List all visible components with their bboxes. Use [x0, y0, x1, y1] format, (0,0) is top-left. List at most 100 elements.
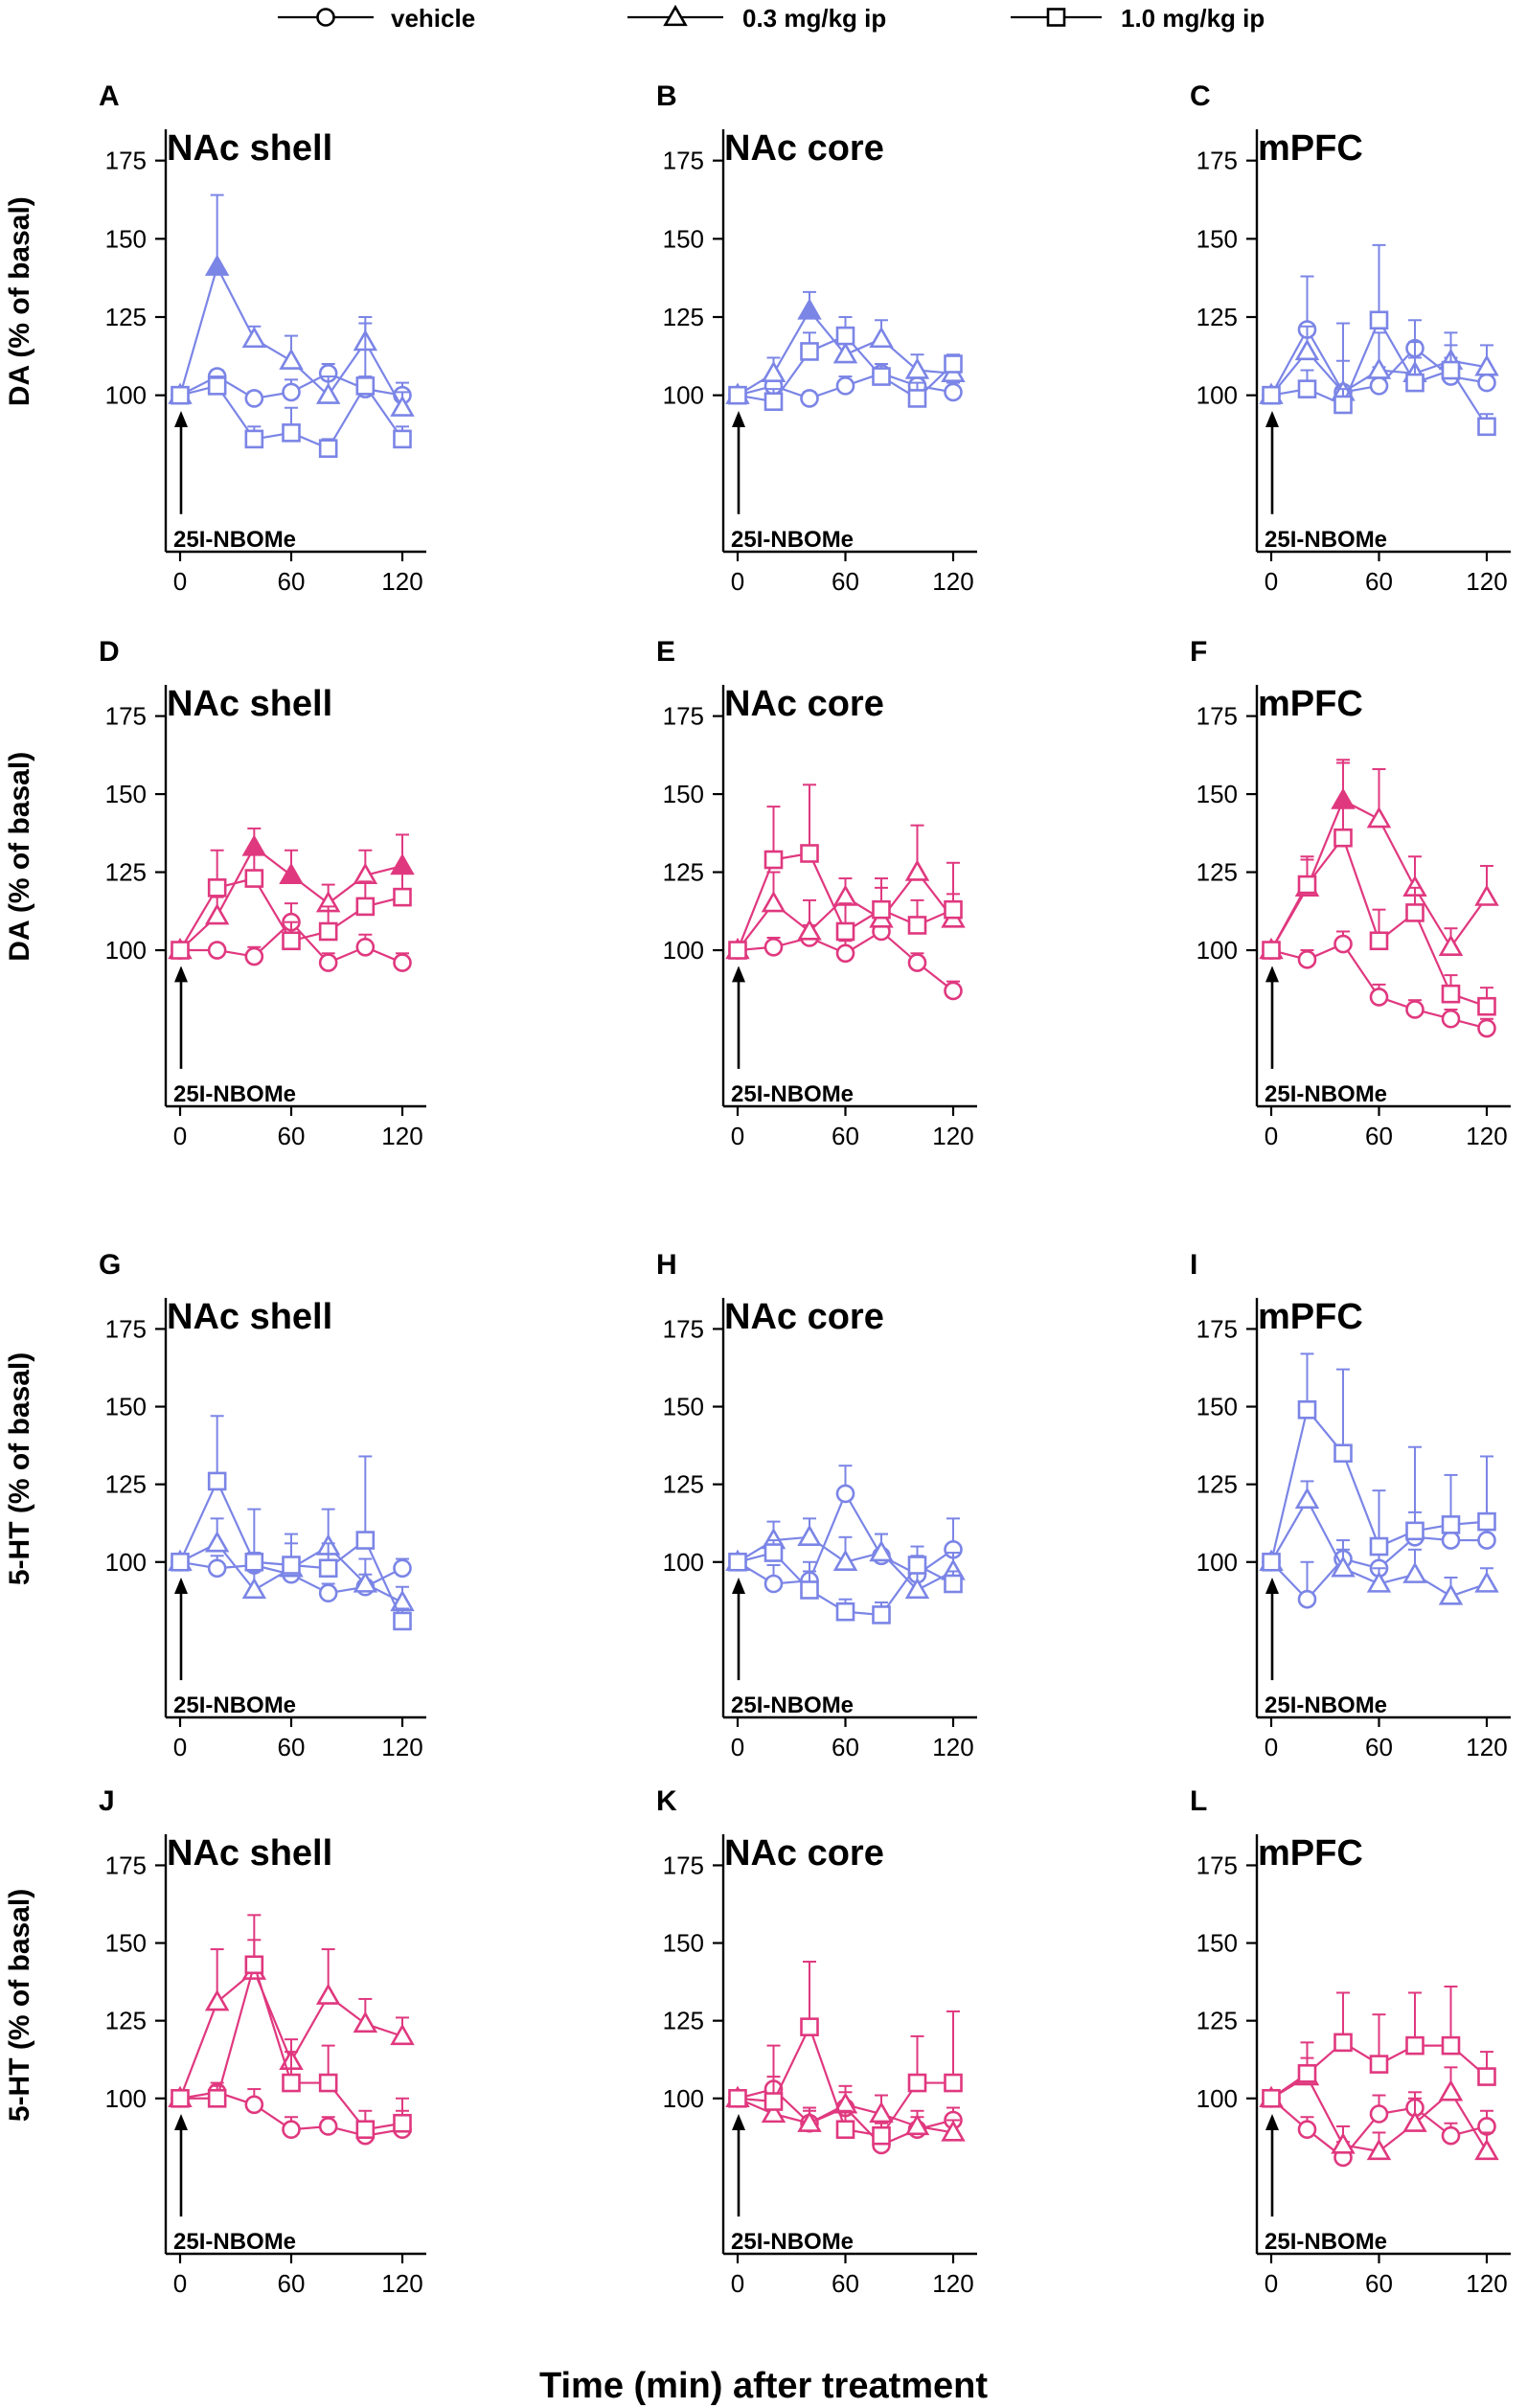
data-point: [355, 1531, 376, 1550]
treatment-label: 25I-NBOMe: [731, 2229, 854, 2255]
x-tick-label: 0: [1265, 567, 1278, 596]
data-point: [244, 869, 264, 888]
panel-G: G NAc shell 5-HT (% of basal) 100 125 150 175 0…: [4, 1249, 426, 1761]
axes: 100 125 150 175 0 60 120: [663, 1298, 977, 1761]
axes: 100 125 150 175 0 60 120: [1197, 1834, 1511, 2298]
data-point: [1441, 360, 1461, 380]
data-point: [1369, 2055, 1389, 2074]
data-point: [282, 931, 301, 951]
y-tick-label: 175: [105, 147, 147, 175]
data-point: [1297, 950, 1317, 969]
panel-letter: D: [99, 636, 120, 668]
axes: 100 125 150 175 0 60 120: [663, 685, 977, 1150]
x-tick-label: 60: [278, 1733, 306, 1761]
data-point: [904, 2113, 930, 2136]
series-square: [171, 1415, 412, 1631]
data-point: [869, 1539, 894, 1562]
panel-title: NAc core: [724, 684, 884, 724]
data-point: [944, 981, 963, 1001]
x-tick-label: 60: [832, 2269, 859, 2298]
data-point: [393, 2113, 412, 2133]
data-point: [171, 1552, 190, 1572]
data-point: [244, 2095, 264, 2115]
data-point: [1333, 395, 1353, 415]
axes: 100 125 150 175 0 60 120: [663, 1834, 977, 2298]
data-point: [800, 389, 819, 408]
data-point: [904, 859, 930, 881]
data-point: [835, 2120, 855, 2140]
data-point: [1366, 806, 1392, 829]
panel-K: K NAc core 100 125 150 175 0 60 120 25I-NBOMe: [656, 1785, 977, 2298]
data-point: [835, 376, 855, 396]
data-point: [204, 1531, 230, 1553]
data-point: [353, 1571, 378, 1593]
data-point: [835, 1602, 855, 1622]
data-point: [800, 1580, 819, 1600]
series-square: [171, 1914, 412, 2140]
data-point: [1477, 1018, 1496, 1038]
data-point: [1262, 2088, 1281, 2108]
x-tick-label: 60: [832, 567, 859, 596]
data-point: [835, 943, 855, 964]
panel-J: J NAc shell 5-HT (% of basal) 100 125 150 175 0…: [4, 1785, 426, 2298]
x-tick-label: 60: [832, 1122, 859, 1150]
data-point: [1405, 903, 1424, 922]
data-point: [1441, 1515, 1461, 1534]
treatment-label: 25I-NBOMe: [731, 1081, 854, 1107]
treatment-arrowhead: [732, 965, 745, 983]
data-point: [1294, 1487, 1320, 1510]
data-point: [1297, 875, 1317, 895]
data-point: [800, 2017, 819, 2036]
y-tick-label: 125: [105, 2007, 147, 2035]
data-point: [318, 2117, 338, 2136]
data-point: [1477, 417, 1496, 437]
data-point: [1297, 379, 1317, 398]
y-tick-label: 150: [105, 780, 147, 808]
series-circle: [1262, 930, 1496, 1038]
data-point: [318, 2073, 338, 2093]
panel-title: mPFC: [1258, 684, 1363, 724]
axes: 100 125 150 175 0 60 120: [105, 1298, 426, 1761]
data-point: [1438, 934, 1464, 956]
x-tick-label: 120: [932, 1733, 973, 1761]
legend: vehicle 0.3 mg/kg ip 1.0 mg/kg ip: [278, 4, 1265, 33]
treatment-label: 25I-NBOMe: [173, 1081, 296, 1107]
panel-title: mPFC: [1258, 1833, 1363, 1874]
x-tick-label: 120: [381, 1733, 422, 1761]
data-point: [1438, 1583, 1464, 1605]
panel-title: NAc core: [724, 128, 884, 169]
legend-label: 0.3 mg/kg ip: [742, 4, 886, 33]
treatment-arrowhead: [1265, 1578, 1279, 1594]
y-tick-label: 175: [105, 1314, 147, 1343]
panel-title: mPFC: [1258, 128, 1363, 169]
x-tick-label: 60: [278, 1122, 306, 1150]
y-axis-label: DA (% of basal): [4, 752, 35, 962]
data-point: [1474, 1571, 1499, 1593]
y-tick-label: 125: [1197, 1470, 1238, 1499]
y-tick-label: 150: [105, 1929, 147, 1958]
data-point: [1369, 931, 1389, 951]
x-tick-label: 0: [731, 2269, 744, 2298]
panel-letter: L: [1190, 1785, 1207, 1817]
legend-item-circle: vehicle: [278, 4, 475, 33]
panel-D: D NAc shell DA (% of basal) 100 125 150 175 0 60…: [4, 636, 426, 1150]
panel-B: B NAc core 100 125 150 175 0 60 120 25I-NBOMe: [656, 80, 977, 596]
data-point: [904, 357, 930, 379]
y-tick-label: 100: [1197, 381, 1238, 410]
y-tick-label: 150: [105, 1393, 147, 1421]
axes: 100 125 150 175 0 60 120: [663, 129, 977, 596]
data-point: [1369, 310, 1389, 330]
data-point: [1474, 2138, 1499, 2161]
data-point: [835, 1484, 855, 1504]
data-point: [800, 844, 819, 863]
data-point: [1477, 1511, 1496, 1532]
y-tick-label: 100: [1197, 2084, 1238, 2113]
data-point: [1402, 2110, 1427, 2132]
data-point: [1369, 2104, 1389, 2124]
treatment-label: 25I-NBOMe: [173, 1692, 296, 1718]
data-point: [944, 382, 963, 402]
x-tick-label: 0: [1265, 1733, 1278, 1761]
data-point: [728, 385, 747, 405]
data-point: [1369, 376, 1389, 396]
x-tick-label: 0: [173, 2269, 187, 2298]
